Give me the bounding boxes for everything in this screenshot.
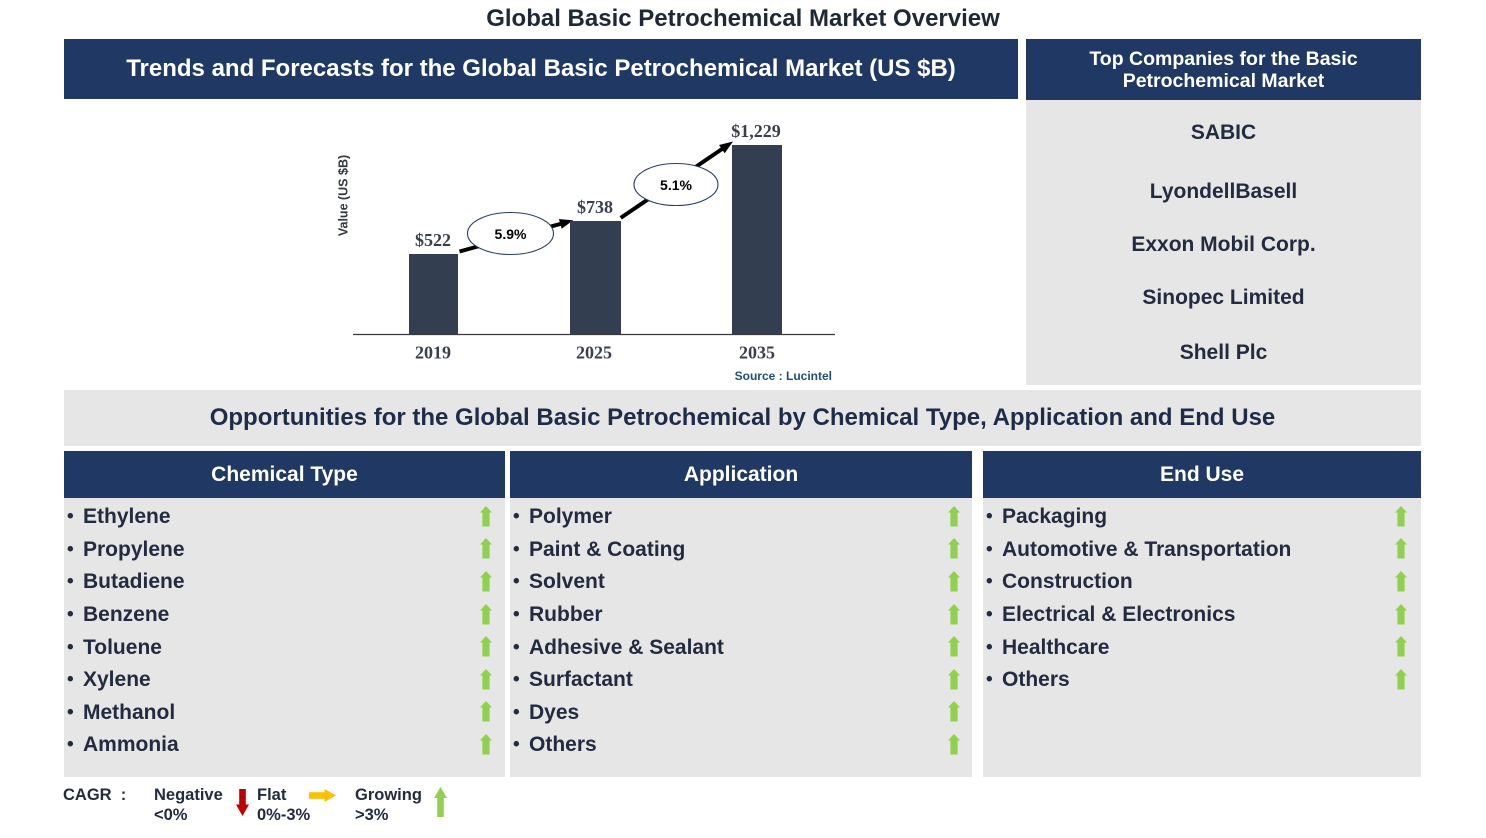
svg-text:2019: 2019 (415, 343, 451, 363)
svg-text:$522: $522 (415, 230, 451, 250)
svg-text:Value (US $B): Value (US $B) (337, 155, 351, 236)
svg-text:5.1%: 5.1% (660, 177, 692, 193)
svg-text:2035: 2035 (739, 343, 775, 363)
svg-text:5.9%: 5.9% (495, 226, 527, 242)
svg-text:2025: 2025 (576, 343, 612, 363)
svg-text:$738: $738 (577, 197, 613, 217)
svg-text:Source : Lucintel: Source : Lucintel (735, 369, 832, 383)
svg-text:$1,229: $1,229 (731, 121, 781, 141)
